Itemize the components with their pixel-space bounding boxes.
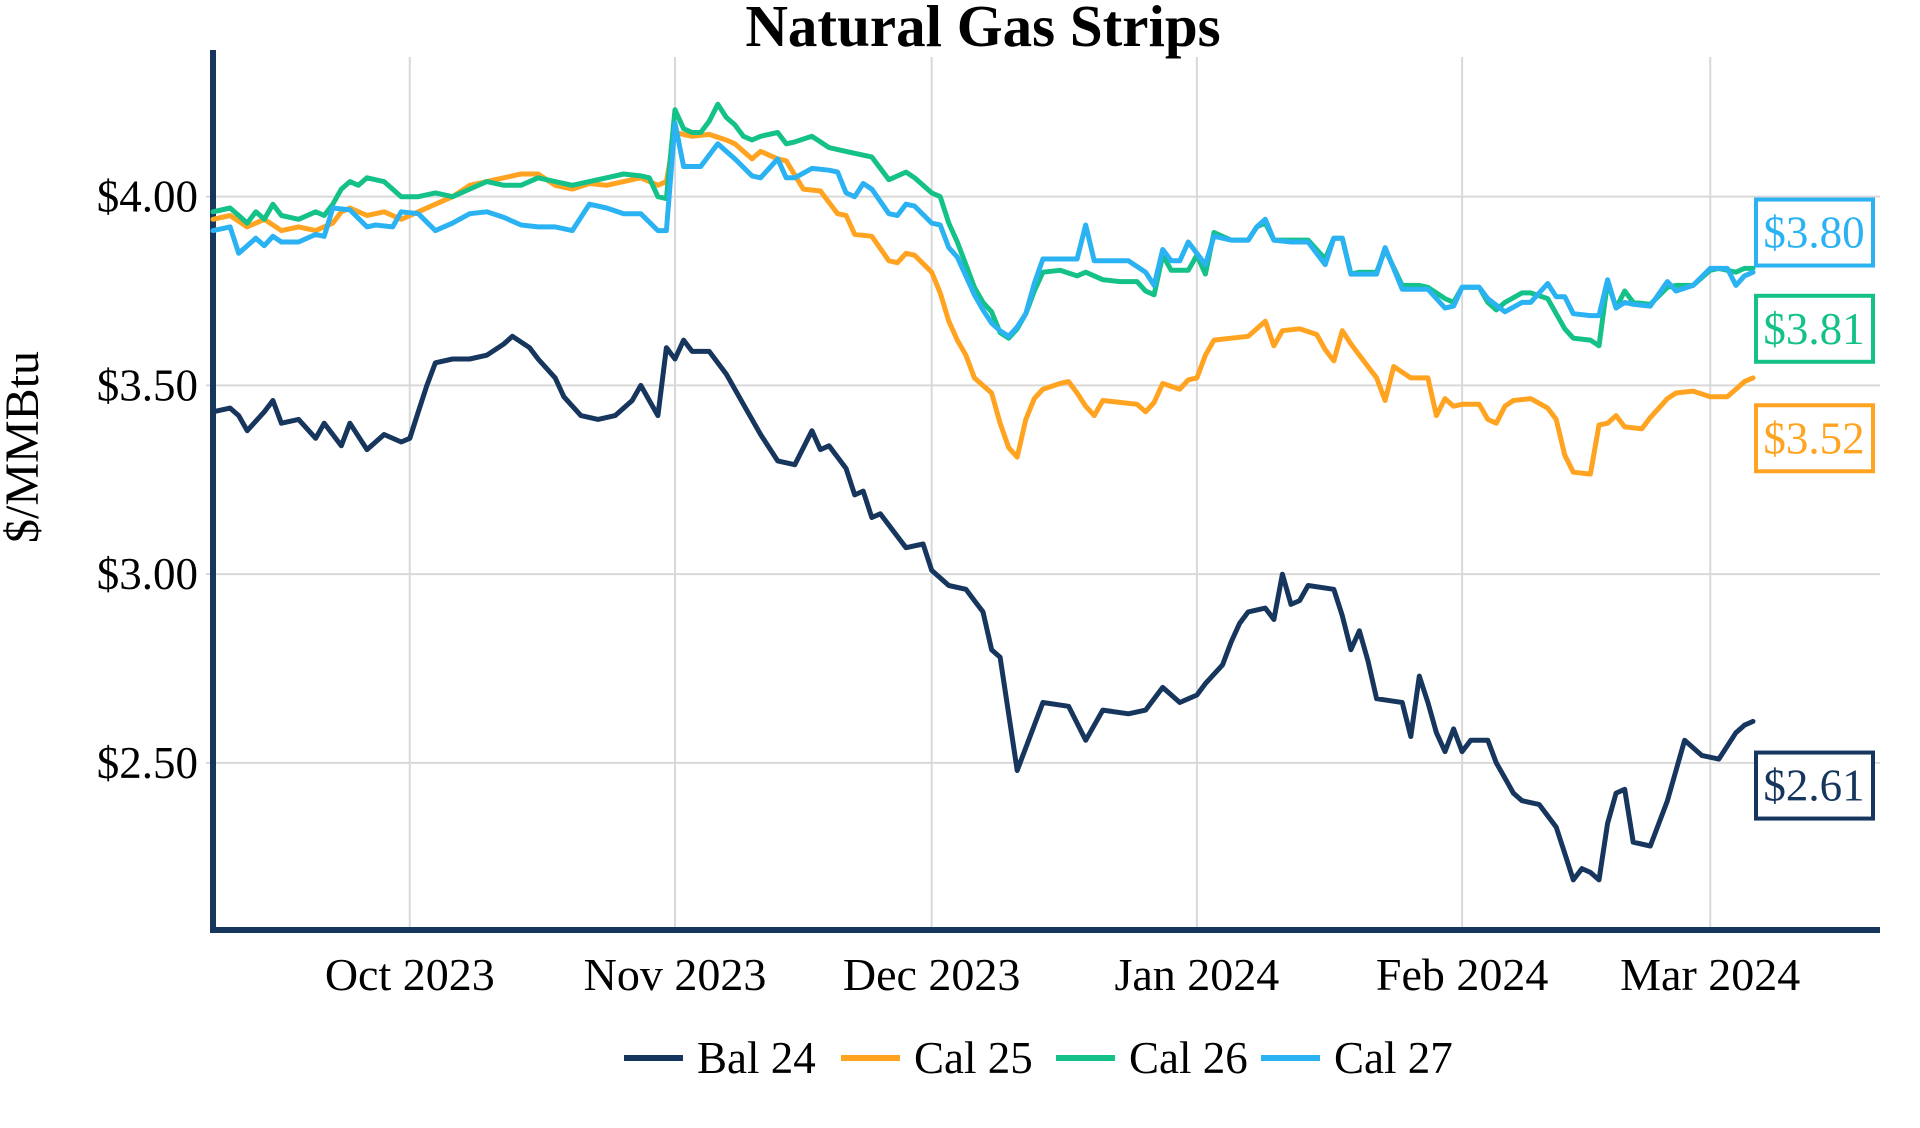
- x-tick-label: Jan 2024: [1114, 949, 1279, 1000]
- axes: [210, 50, 1880, 933]
- legend: Bal 24 Cal 25 Cal 26 Cal 27: [624, 1033, 1453, 1083]
- y-tick-label: $3.50: [97, 360, 198, 410]
- end-value-label-cal-27: $3.80: [1763, 208, 1864, 258]
- line-cal-27: [210, 120, 1756, 339]
- horizontal-gridlines: [206, 195, 1880, 764]
- y-tick-label: $4.00: [97, 172, 198, 222]
- series-lines: [210, 101, 1756, 883]
- end-value-box-cal-27: [1754, 197, 1875, 268]
- end-value-box-cal-25: [1754, 403, 1875, 474]
- legend-label-cal-26: Cal 26: [1129, 1033, 1248, 1083]
- end-value-box-bal-24: [1754, 750, 1875, 821]
- end-value-label-cal-25: $3.52: [1763, 413, 1864, 463]
- x-tick-label: Oct 2023: [325, 949, 495, 1000]
- x-tick-label: Feb 2024: [1376, 949, 1549, 1000]
- legend-label-cal-27: Cal 27: [1334, 1033, 1453, 1083]
- line-bal-24: [210, 333, 1756, 883]
- x-tick-label: Nov 2023: [584, 949, 767, 1000]
- x-tick-label: Mar 2024: [1620, 949, 1800, 1000]
- x-tick-label: Dec 2023: [843, 949, 1021, 1000]
- end-value-label-cal-26: $3.81: [1763, 304, 1864, 354]
- y-tick-label: $3.00: [97, 549, 198, 599]
- legend-label-cal-25: Cal 25: [914, 1033, 1033, 1083]
- end-value-labels: $3.80 $3.81 $3.52 $2.61: [1754, 197, 1875, 821]
- vertical-gridlines: [408, 57, 1712, 930]
- end-value-box-cal-26: [1754, 293, 1875, 364]
- tick-labels: $4.00 $3.50 $3.00 $2.50 Oct 2023 Nov 2023 Dec …: [97, 172, 1801, 1000]
- legend-label-bal-24: Bal 24: [697, 1033, 816, 1083]
- y-tick-label: $2.50: [97, 738, 198, 788]
- chart-title: Natural Gas Strips: [745, 0, 1220, 59]
- end-value-label-bal-24: $2.61: [1763, 761, 1864, 811]
- y-axis-title: $/MMBtu: [0, 351, 49, 543]
